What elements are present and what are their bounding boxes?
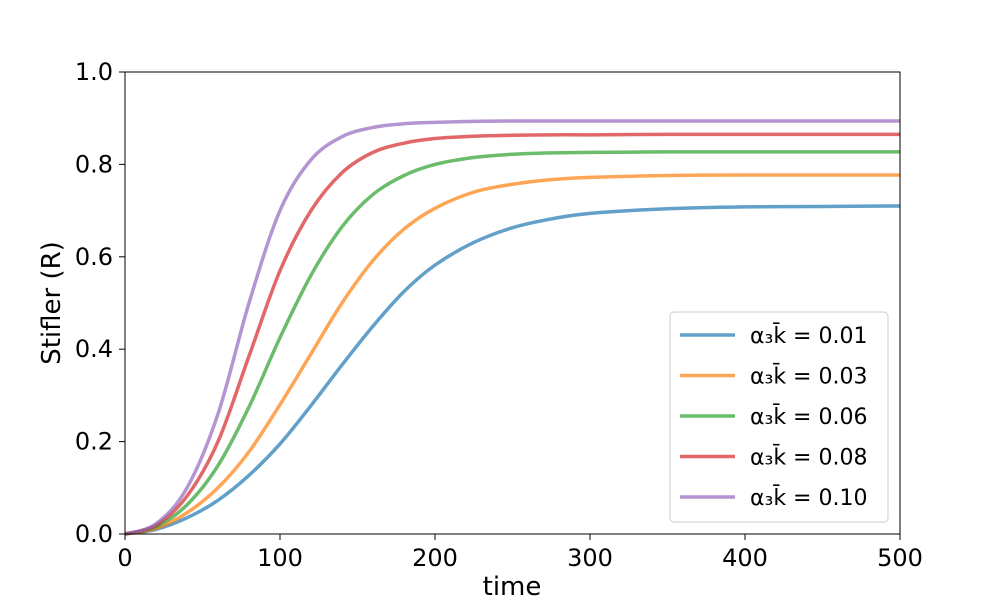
plot-frame [124, 71, 901, 535]
series-line-3 [124, 150, 900, 536]
legend-label-2: α₃k̄ = 0.03 [750, 363, 867, 389]
y-tick-label: 1.0 [75, 58, 113, 86]
x-tick-label: 0 [117, 544, 132, 572]
x-tick-label: 500 [877, 544, 923, 572]
legend-label-5: α₃k̄ = 0.10 [750, 485, 867, 511]
y-tick-label: 0.6 [75, 243, 113, 271]
x-axis-label: time [483, 572, 542, 600]
x-tick-label: 400 [722, 544, 768, 572]
series-line-5 [124, 119, 900, 536]
y-axis: 0.0 0.2 0.4 0.6 0.8 1.0 [75, 58, 125, 548]
y-tick-label: 0.2 [75, 428, 113, 456]
legend-label-4: α₃k̄ = 0.08 [750, 444, 867, 470]
x-tick-label: 100 [257, 544, 303, 572]
y-tick-label: 0.4 [75, 335, 113, 363]
x-axis: 0 100 200 300 400 500 [117, 534, 923, 572]
series-line-2 [124, 173, 900, 536]
series-layer [124, 119, 901, 536]
legend: α₃k̄ = 0.01 α₃k̄ = 0.03 α₃k̄ = 0.06 α₃k̄ = … [669, 311, 889, 523]
x-tick-label: 200 [412, 544, 458, 572]
x-tick-label: 300 [567, 544, 613, 572]
legend-items: α₃k̄ = 0.01 α₃k̄ = 0.03 α₃k̄ = 0.06 α₃k̄ = … [680, 323, 867, 511]
y-tick-label: 0.8 [75, 150, 113, 178]
series-line-4 [124, 132, 900, 536]
legend-box [669, 311, 889, 523]
y-tick-label: 0.0 [75, 520, 113, 548]
legend-label-1: α₃k̄ = 0.01 [750, 323, 867, 349]
legend-label-3: α₃k̄ = 0.06 [750, 404, 867, 430]
series-line-1 [124, 204, 901, 536]
y-axis-label: Stifler (R) [37, 241, 67, 365]
